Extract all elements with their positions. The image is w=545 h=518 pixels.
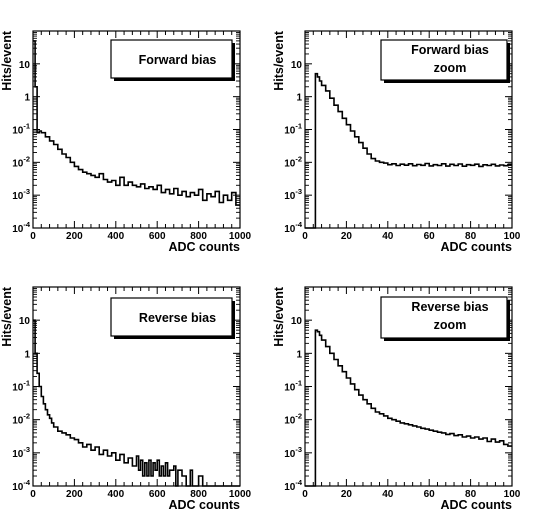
x-tick-label: 1000 [229,231,252,242]
y-tick-label: 10-1 [284,379,302,394]
y-tick-label: 1 [24,349,30,360]
legend-label: Forward bias [411,43,489,57]
legend-label: zoom [434,318,467,332]
legend-label: zoom [434,61,467,75]
histogram-series [33,40,240,206]
y-tick-label: 10-3 [12,445,30,460]
y-tick-label: 10-2 [284,154,302,169]
y-tick-label: 1 [296,93,302,104]
histogram-series [305,329,512,487]
x-tick-label: 200 [66,231,83,242]
x-tick-label: 200 [66,489,83,500]
panel-forward-zoom: 0 20 40 60 80 100 10-4 10-3 10-2 10-1 1 10 ADC count… [272,30,521,254]
y-tick-label: 10-4 [12,220,31,235]
y-tick-label: 10-2 [12,412,30,427]
y-tick-label: 10-1 [12,379,30,394]
y-axis-title: Hits/event [272,30,286,91]
x-tick-label: 20 [341,231,353,242]
y-tick-label: 10-4 [284,478,303,493]
y-tick-label: 10-2 [12,154,30,169]
y-tick-label: 10 [19,316,31,327]
x-tick-label: 1000 [229,489,252,500]
y-tick-label: 10-3 [284,187,302,202]
y-tick-label: 10-1 [284,122,302,137]
x-tick-label: 80 [465,489,477,500]
x-tick-label: 80 [465,231,477,242]
y-axis-title: Hits/event [0,286,14,347]
y-tick-label: 10 [291,60,303,71]
x-tick-label: 0 [302,231,308,242]
legend-box [380,296,508,339]
x-tick-label: 800 [190,231,207,242]
x-tick-label: 40 [382,231,394,242]
legend-label: Reverse bias [139,311,216,325]
x-axis-title: ADC counts [440,498,512,512]
x-tick-label: 800 [190,489,207,500]
x-tick-label: 0 [302,489,308,500]
panel-forward: 0 200 400 600 800 1000 10-4 10-3 10-2 10-1 1 10 ADC … [0,30,252,254]
legend-label: Reverse bias [411,300,488,314]
x-axis-title: ADC counts [168,498,240,512]
x-axis-title: ADC counts [168,240,240,254]
y-tick-label: 10-3 [12,187,30,202]
x-tick-label: 400 [107,489,124,500]
legend-label: Forward bias [139,53,217,67]
x-tick-label: 100 [504,231,521,242]
x-tick-label: 400 [107,231,124,242]
x-tick-label: 600 [149,489,166,500]
legend-box [380,39,508,81]
x-tick-label: 100 [504,489,521,500]
panel-reverse: 0 200 400 600 800 1000 10-4 10-3 10-2 10-1 1 10 ADC … [0,286,252,512]
histogram-series [305,72,512,229]
x-tick-label: 20 [341,489,353,500]
legend-box [110,39,233,79]
y-tick-label: 10-4 [284,220,303,235]
histogram-series [33,319,240,487]
y-tick-label: 10 [19,60,31,71]
x-tick-label: 60 [424,489,436,500]
y-tick-label: 1 [24,93,30,104]
x-axis-title: ADC counts [440,240,512,254]
y-tick-label: 10-4 [12,478,31,493]
y-tick-label: 10-1 [12,122,30,137]
y-tick-label: 1 [296,349,302,360]
x-tick-label: 0 [30,489,36,500]
x-tick-label: 60 [424,231,436,242]
x-tick-label: 40 [382,489,394,500]
x-tick-label: 600 [149,231,166,242]
panel-reverse-zoom: 0 20 40 60 80 100 10-4 10-3 10-2 10-1 1 10 ADC count… [272,286,521,512]
x-tick-label: 0 [30,231,36,242]
y-axis-title: Hits/event [272,286,286,347]
y-tick-label: 10 [291,316,303,327]
legend-box [110,297,233,337]
y-tick-label: 10-2 [284,412,302,427]
y-axis-title: Hits/event [0,30,14,91]
y-tick-label: 10-3 [284,445,302,460]
